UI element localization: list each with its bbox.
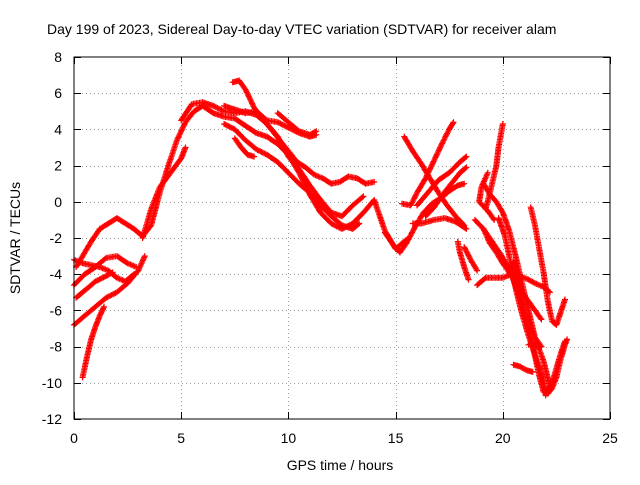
y-tick-label: 0 [54,194,62,210]
data-markers [422,164,470,220]
data-markers [139,144,189,241]
data-markers [221,121,363,232]
series-arc-13 [231,135,258,160]
y-tick-label: -8 [50,339,63,355]
series-arc-33 [544,338,568,393]
data-markers [461,244,481,274]
series-arc-21 [461,244,481,274]
series-arc-7 [139,144,189,241]
y-tick-label: -12 [42,411,62,427]
y-tick-label: -2 [50,230,63,246]
data-markers [231,135,258,160]
x-tick-label: 20 [495,430,511,446]
x-tick-label: 5 [177,430,185,446]
x-tick-label: 10 [281,430,297,446]
grid-layer [74,57,610,419]
data-layer [71,77,571,399]
data-markers [510,361,536,375]
series-arc-31 [510,361,536,375]
y-tick-label: 8 [54,49,62,65]
data-markers [274,110,320,138]
data-markers [409,215,470,232]
y-axis-label: SDTVAR / TECUs [7,182,23,294]
series-arc-32 [525,340,545,350]
y-tick-label: -6 [50,302,63,318]
plot-frame [73,56,611,420]
series-arc-27 [482,121,506,212]
series-arc-6 [79,303,107,381]
series-arc-20 [454,238,472,283]
y-tick-label: 6 [54,85,62,101]
data-markers [544,338,568,393]
data-markers [79,303,107,381]
data-markers [525,340,545,350]
data-markers [454,238,472,283]
x-tick-label: 0 [70,430,78,446]
series-arc-4 [73,269,116,301]
data-markers [414,153,470,209]
y-tick-label: -4 [50,266,63,282]
x-tick-label: 25 [602,430,618,446]
series-arc-19 [414,153,470,209]
x-axis-label: GPS time / hours [287,457,394,473]
series-arc-12 [274,110,320,138]
series-arc-30 [527,204,568,328]
y-tick-label: 4 [54,121,62,137]
y-tick-label: 2 [54,158,62,174]
x-tick-label: 15 [388,430,404,446]
data-markers [73,269,116,301]
y-tick-label: -10 [42,375,62,391]
data-markers [482,121,506,212]
series-arc-10 [221,121,363,232]
chart-title: Day 199 of 2023, Sidereal Day-to-day VTE… [47,21,556,37]
series-arc-17 [422,164,470,220]
data-markers [527,204,568,328]
series-arc-18 [409,215,470,232]
